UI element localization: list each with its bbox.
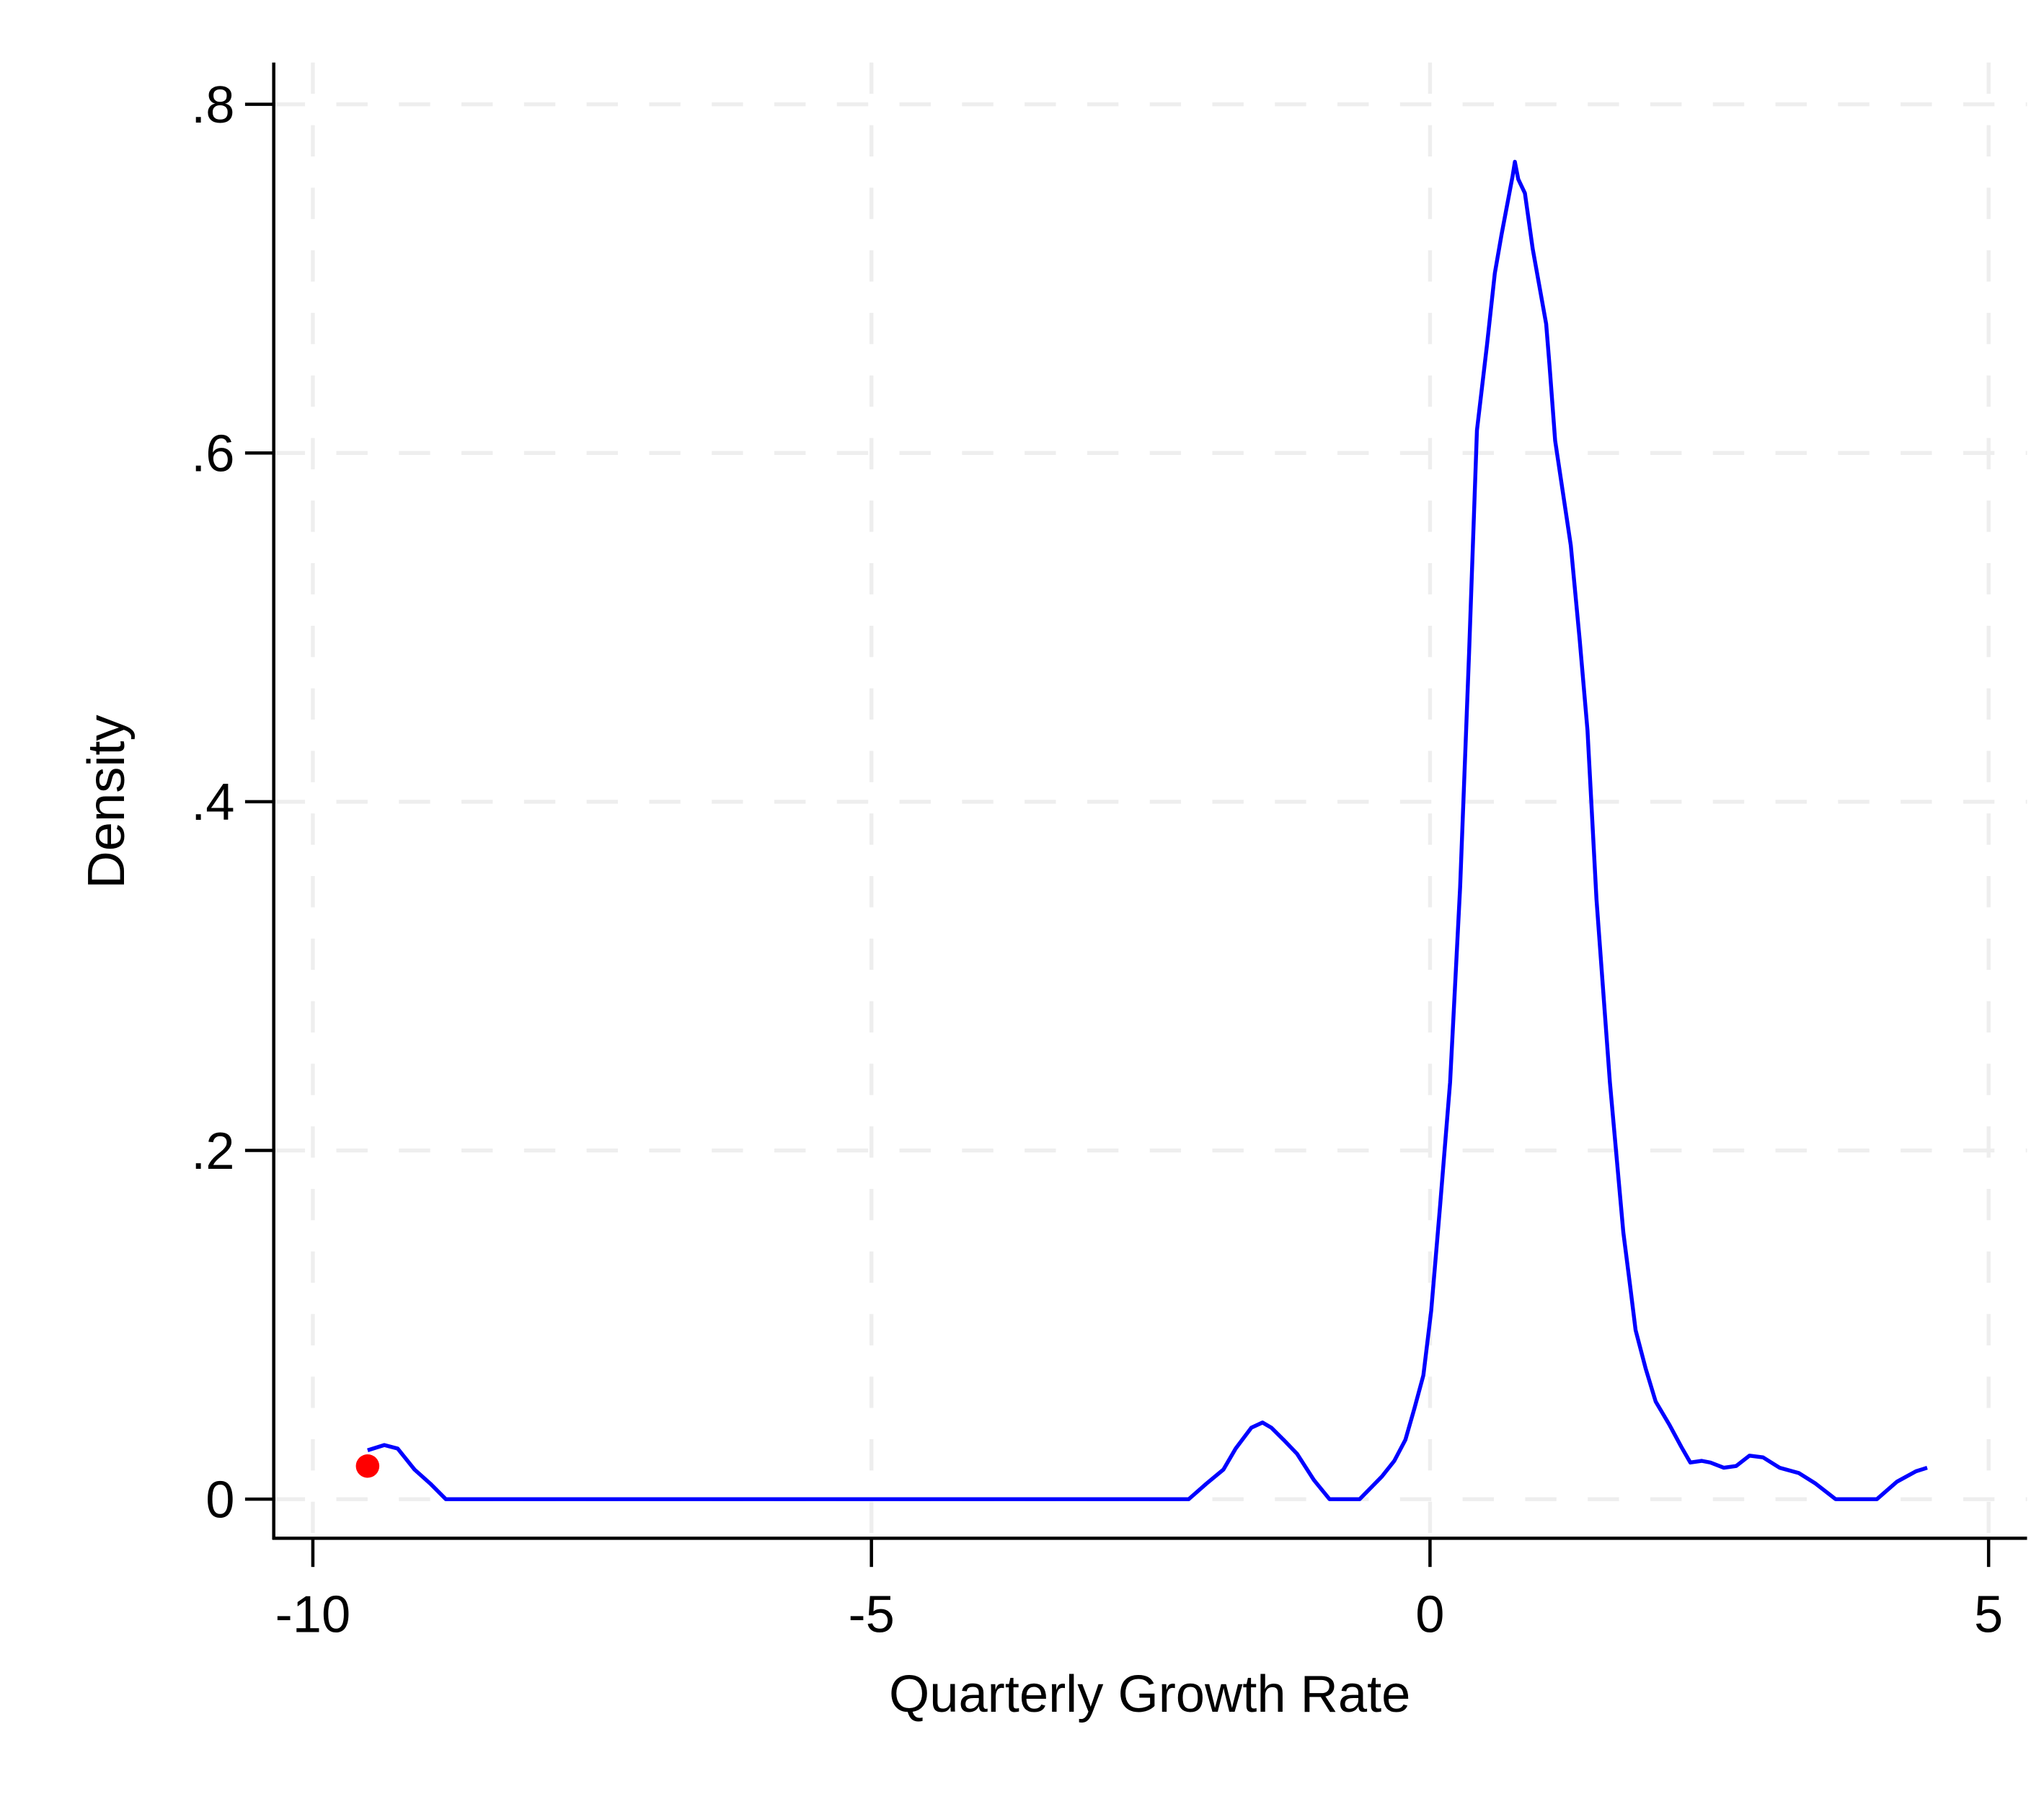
x-tick-label: 5 — [1974, 1586, 2003, 1644]
x-tick-label: -10 — [275, 1586, 351, 1644]
highlight-markers — [355, 1454, 380, 1478]
tick-labels: -10 -5 0 5 0 .2 .4 .6 .8 — [191, 76, 2003, 1644]
axes — [244, 62, 2027, 1568]
x-axis-title: Quarterly Growth Rate — [889, 1666, 1410, 1723]
y-tick-label: .8 — [191, 76, 234, 134]
x-tick-label: 0 — [1415, 1586, 1444, 1644]
x-tick-label: -5 — [849, 1586, 895, 1644]
y-tick-label: .4 — [191, 774, 234, 831]
grid-lines — [273, 62, 2027, 1539]
y-tick-label: .2 — [191, 1123, 234, 1180]
density-curve — [367, 159, 1928, 1501]
y-axis-title: Density — [78, 714, 136, 888]
highlight-point-marker — [355, 1454, 380, 1478]
y-tick-label: 0 — [205, 1471, 234, 1529]
y-tick-label: .6 — [191, 425, 234, 483]
